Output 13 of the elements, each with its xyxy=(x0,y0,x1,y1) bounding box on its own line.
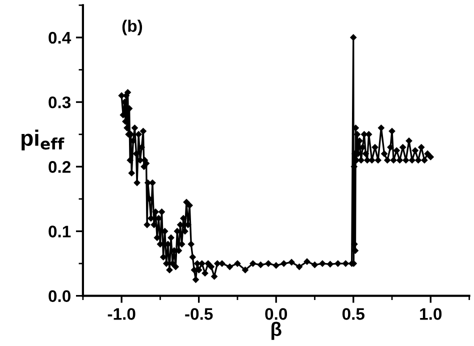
annotation: (b) xyxy=(122,20,142,36)
x-axis-title: β xyxy=(272,322,282,340)
y-tick-label: 0.0 xyxy=(48,290,70,302)
x-tick-label: -0.5 xyxy=(185,308,213,320)
x-tick-label: 1.0 xyxy=(420,308,442,320)
x-tick-label: 0.0 xyxy=(265,308,288,320)
y-axis-title: pi$_{eff}$ xyxy=(22,130,64,150)
y-tick-label: 0.3 xyxy=(48,96,71,108)
x-tick-label: 0.5 xyxy=(342,308,364,320)
x-tick-label: -1.0 xyxy=(108,308,136,320)
y-tick-label: 0.1 xyxy=(48,226,71,238)
y-tick-label: 0.2 xyxy=(48,161,70,173)
y-tick-label: 0.4 xyxy=(48,32,72,44)
